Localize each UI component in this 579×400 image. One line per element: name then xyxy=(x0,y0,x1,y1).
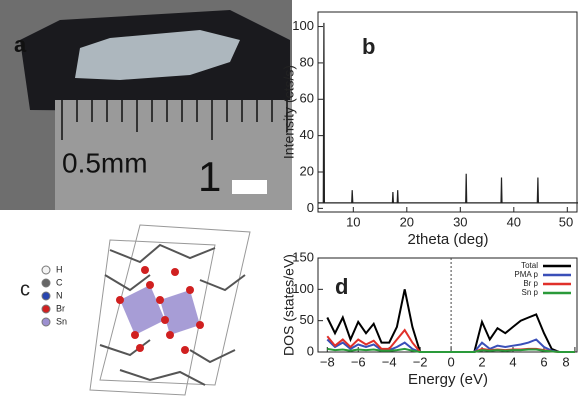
series-line xyxy=(327,347,575,353)
legend-label: C xyxy=(56,277,63,287)
panel-label: a xyxy=(14,32,27,57)
panel-label: c xyxy=(20,278,30,300)
y-tick-label: 80 xyxy=(300,54,314,69)
octahedron xyxy=(120,285,165,335)
scale-bar xyxy=(232,180,267,194)
x-axis-label: Energy (eV) xyxy=(408,371,488,388)
x-tick-label: 0 xyxy=(447,354,454,369)
legend-label: Br p xyxy=(523,279,538,288)
ruler-number: 1 xyxy=(198,153,221,200)
y-tick-label: 150 xyxy=(292,249,314,264)
y-tick-label: 20 xyxy=(300,163,314,178)
x-tick-label: −2 xyxy=(413,354,428,369)
photo: 0.5mm 1 a xyxy=(0,0,292,210)
unit-cell xyxy=(89,224,251,396)
legend-atom xyxy=(41,278,51,288)
plot-frame xyxy=(317,11,578,213)
plot-frame xyxy=(317,257,578,353)
panel-label: b xyxy=(362,34,375,59)
legend-label: Sn p xyxy=(522,288,539,297)
y-tick-label: 40 xyxy=(300,127,314,142)
legend-label: H xyxy=(56,264,63,274)
y-tick-label: 100 xyxy=(292,18,314,33)
y-tick-label: 100 xyxy=(292,281,314,296)
panel-label: d xyxy=(335,274,348,299)
legend-atom xyxy=(41,291,51,301)
x-tick-label: 40 xyxy=(507,214,521,229)
x-tick-label: 20 xyxy=(400,214,414,229)
legend-atom xyxy=(41,304,51,314)
legend-atom xyxy=(41,265,51,275)
octahedron xyxy=(160,290,200,335)
molecules xyxy=(99,243,246,386)
br-atoms xyxy=(116,266,204,354)
ruler-text: 0.5mm xyxy=(62,147,148,178)
legend-label: Br xyxy=(56,303,65,313)
y-axis-label: DOS (states/eV) xyxy=(281,254,297,356)
legend-atom xyxy=(41,317,51,327)
x-tick-label: 6 xyxy=(540,354,547,369)
x-axis-label: 2theta (deg) xyxy=(408,231,489,248)
x-tick-label: 4 xyxy=(509,354,516,369)
y-tick-label: 0 xyxy=(307,343,314,358)
x-tick-label: −4 xyxy=(382,354,397,369)
crystal-shine xyxy=(75,30,240,80)
y-axis-label: Intensity (cts/s) xyxy=(281,65,297,159)
ruler-ticks xyxy=(61,100,288,140)
x-tick-label: 50 xyxy=(559,214,573,229)
y-tick-label: 0 xyxy=(307,200,314,215)
series-line xyxy=(318,22,578,204)
x-tick-label: 2 xyxy=(478,354,485,369)
x-tick-label: 10 xyxy=(346,214,360,229)
x-tick-label: 30 xyxy=(453,214,467,229)
structure: c xyxy=(20,224,251,396)
x-tick-label: −6 xyxy=(351,354,366,369)
x-tick-label: −8 xyxy=(320,354,335,369)
legend-label: Total xyxy=(521,261,538,270)
y-tick-label: 60 xyxy=(300,91,314,106)
legend-label: PMA p xyxy=(514,270,538,279)
legend-label: Sn xyxy=(56,316,67,326)
legend-label: N xyxy=(56,290,63,300)
y-tick-label: 50 xyxy=(300,312,314,327)
x-tick-label: 8 xyxy=(562,354,569,369)
